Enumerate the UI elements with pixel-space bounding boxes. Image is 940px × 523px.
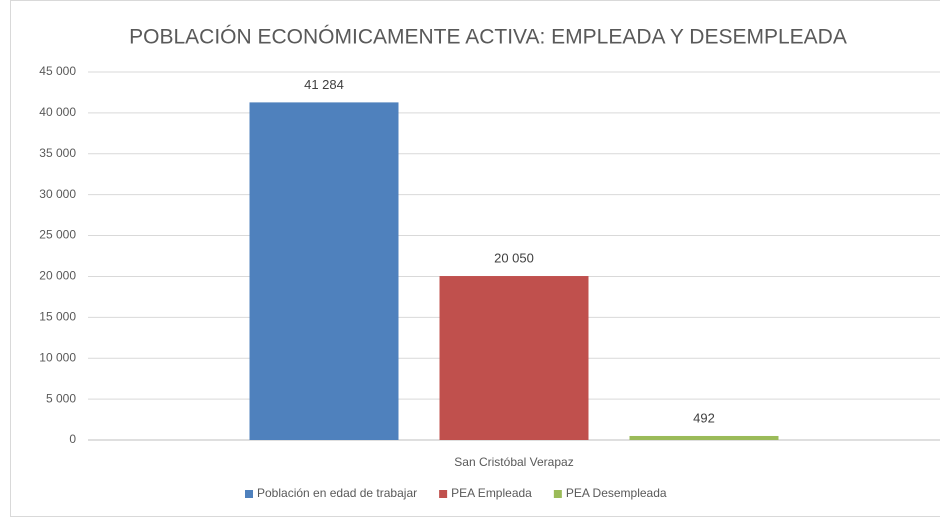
legend-swatch: [439, 490, 447, 498]
chart-title: POBLACIÓN ECONÓMICAMENTE ACTIVA: EMPLEAD…: [129, 26, 847, 49]
y-tick-label: 45 000: [39, 64, 76, 78]
data-label: 492: [693, 410, 715, 425]
y-tick-label: 35 000: [39, 146, 76, 160]
y-tick-label: 20 000: [39, 269, 76, 283]
bar: [630, 436, 779, 440]
y-tick-label: 5 000: [46, 391, 76, 405]
y-tick-label: 10 000: [39, 350, 76, 364]
legend-swatch: [245, 490, 253, 498]
bar: [440, 276, 589, 440]
y-tick-label: 15 000: [39, 310, 76, 324]
legend-label: PEA Empleada: [451, 486, 532, 500]
legend-label: Población en edad de trabajar: [257, 486, 417, 500]
data-label: 41 284: [304, 77, 344, 92]
bar: [250, 102, 399, 440]
y-tick-label: 0: [69, 432, 76, 446]
legend-label: PEA Desempleada: [566, 486, 667, 500]
legend-swatch: [554, 490, 562, 498]
y-tick-label: 30 000: [39, 187, 76, 201]
data-label: 20 050: [494, 250, 534, 265]
y-tick-label: 25 000: [39, 228, 76, 242]
x-tick-label: San Cristóbal Verapaz: [454, 455, 573, 469]
y-tick-label: 40 000: [39, 105, 76, 119]
